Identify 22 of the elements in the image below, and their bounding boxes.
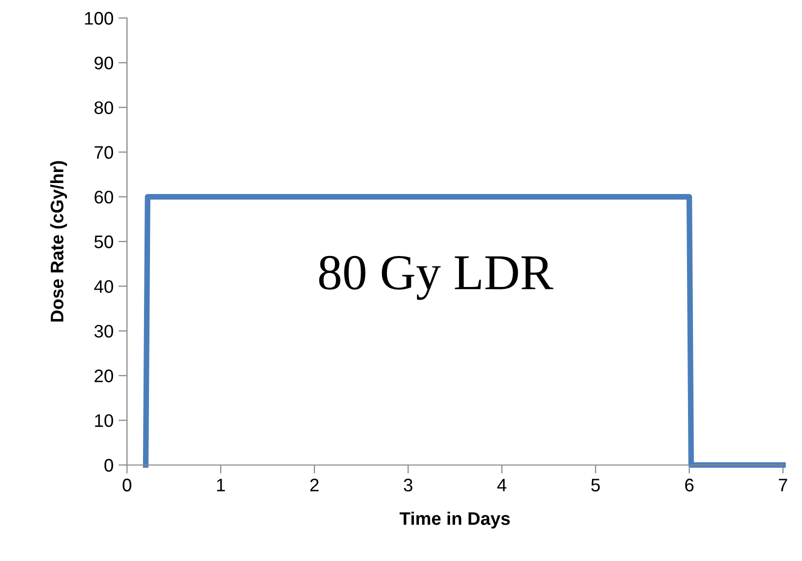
x-tick-label: 4 [497, 478, 506, 492]
x-tick-label: 1 [217, 478, 225, 492]
y-tick-label: 70 [94, 146, 114, 159]
y-tick-label: 30 [94, 324, 114, 338]
annotation: 80 Gy LDR [319, 256, 554, 300]
x-tick-label: 2 [310, 478, 319, 492]
x-tick-label: 5 [591, 478, 600, 492]
y-tick-label: 0 [104, 458, 114, 472]
y-tick-label: 100 [85, 12, 114, 25]
y-tick-label: 90 [94, 56, 114, 70]
y-tick-label: 10 [95, 414, 114, 428]
y-axis-title: Dose Rate (cGy/hr) [50, 161, 68, 322]
y-tick-label: 60 [94, 190, 114, 204]
x-tick-label: 0 [122, 478, 132, 492]
x-tick-label: 3 [404, 478, 412, 492]
x-tick-label: 6 [685, 478, 694, 492]
y-tick-label: 40 [94, 280, 114, 293]
y-tick-label: 50 [94, 235, 114, 248]
y-tick-label: 80 [94, 101, 114, 114]
x-tick-label: 7 [778, 478, 788, 492]
y-tick-label: 20 [94, 370, 114, 382]
x-axis-title: Time in Days [400, 512, 510, 529]
